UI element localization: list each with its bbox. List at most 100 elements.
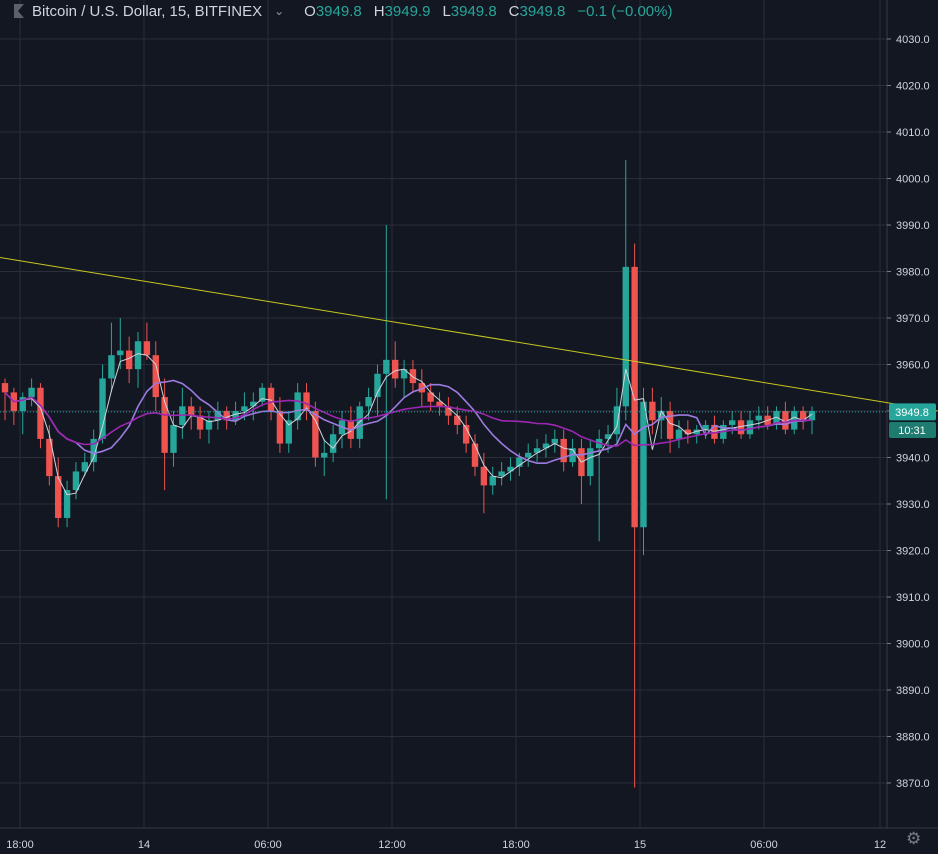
ohlc-high: H3949.9: [374, 3, 431, 20]
change-value: −0.1 (−0.00%): [577, 2, 673, 20]
low-value: 3949.8: [450, 2, 497, 20]
candle-body: [365, 397, 372, 407]
candle-body: [152, 355, 159, 398]
candle-body: [782, 411, 789, 430]
candle-body: [329, 434, 337, 453]
candle-body: [125, 350, 133, 370]
candle-body: [19, 397, 26, 411]
candle-body: [471, 443, 479, 467]
candle-body: [409, 369, 417, 384]
candle-body: [613, 406, 621, 435]
candle-body: [223, 411, 230, 421]
candle-body: [392, 359, 399, 379]
candle-body: [507, 466, 514, 472]
candle-body: [684, 429, 692, 435]
candle-body: [108, 355, 115, 379]
trendline[interactable]: [0, 257, 938, 412]
countdown-label-box: [889, 422, 936, 438]
candle-body: [755, 415, 762, 421]
candle-body: [525, 452, 532, 458]
candle-body: [90, 438, 97, 463]
candle-body: [188, 406, 195, 416]
candle-body: [746, 420, 754, 435]
high-key: H: [373, 2, 385, 20]
chevron-down-icon[interactable]: ⌄: [274, 4, 285, 18]
candle-body: [55, 476, 62, 518]
x-tick-label: 14: [138, 839, 150, 851]
last-price-label: 3949.8: [895, 407, 929, 419]
y-tick-label: 3890.0: [896, 685, 930, 697]
grid: [0, 0, 887, 828]
symbol-title[interactable]: Bitcoin / U.S. Dollar, 15, BITFINEX: [32, 2, 263, 20]
y-tick-label: 3900.0: [896, 639, 930, 651]
flag-icon[interactable]: [14, 4, 24, 18]
ohlc-close: C3949.8: [509, 3, 566, 20]
candle-body: [232, 411, 239, 421]
candle-body: [28, 387, 35, 398]
candle-body: [808, 411, 816, 421]
candle-body: [693, 429, 700, 435]
y-tick-label: 3920.0: [896, 546, 930, 558]
candle-body: [1, 383, 9, 393]
candle-body: [214, 411, 222, 421]
x-tick-label: 12: [874, 839, 886, 851]
candle-body: [436, 401, 443, 407]
countdown-label: 10:31: [898, 425, 926, 437]
candle-body: [267, 387, 275, 411]
candle-body: [258, 387, 266, 402]
candle-body: [321, 452, 328, 458]
candle-body: [728, 420, 736, 425]
last-price-marker: 3949.8 10:31: [889, 403, 936, 438]
gear-icon[interactable]: ⚙: [906, 829, 922, 848]
candle-body: [303, 392, 310, 411]
candle-body: [294, 392, 301, 421]
candle-body: [649, 401, 656, 421]
candle-body: [675, 429, 683, 439]
open-key: O: [304, 2, 316, 20]
y-tick-label: 3960.0: [896, 360, 930, 372]
symbol-legend: Bitcoin / U.S. Dollar, 15, BITFINEX ⌄ O3…: [0, 0, 672, 22]
candle-body: [658, 411, 665, 421]
ohlc-open: O3949.8: [304, 3, 362, 20]
candle-body: [427, 392, 434, 402]
x-tick-label: 12:00: [378, 839, 406, 851]
candle-body: [134, 341, 142, 370]
x-tick-label: 18:00: [6, 839, 34, 851]
open-value: 3949.8: [315, 2, 362, 20]
candle-body: [489, 476, 496, 486]
price-axis[interactable]: 4030.0 4020.0 4010.0 4000.0 3990.0 3980.0 3970…: [887, 34, 930, 790]
candle-body: [799, 411, 807, 421]
candle-body: [560, 438, 567, 463]
candle-body: [533, 448, 541, 453]
last-price-label-box: [889, 403, 936, 421]
candle-body: [356, 406, 363, 439]
y-tick-label: 3910.0: [896, 592, 930, 604]
x-tick-label: 06:00: [254, 839, 282, 851]
candle-body: [542, 443, 550, 449]
time-axis[interactable]: 18:00 14 06:00 12:00 18:00 15 06:00 12: [6, 839, 886, 851]
candle-body: [631, 266, 638, 528]
candle-body: [99, 378, 106, 439]
candle-body: [498, 471, 505, 477]
y-tick-label: 3990.0: [896, 220, 930, 232]
candle-body: [285, 420, 292, 444]
candle-body: [241, 406, 248, 411]
y-tick-label: 3870.0: [896, 778, 930, 790]
y-tick-label: 4010.0: [896, 127, 930, 139]
x-tick-label: 18:00: [502, 839, 530, 851]
ma-slow-line: [4, 391, 813, 447]
candle-body: [46, 438, 53, 477]
candle-body: [400, 369, 408, 379]
candle-body: [587, 448, 594, 477]
candle-body: [666, 411, 674, 439]
candle-body: [711, 424, 718, 439]
candle-body: [170, 424, 177, 453]
candle-body: [196, 415, 204, 430]
y-tick-label: 4020.0: [896, 81, 930, 93]
candle-body: [462, 424, 470, 444]
candle-body: [480, 466, 488, 486]
candle-body: [250, 401, 257, 407]
candle-body: [383, 359, 390, 374]
candle-body: [205, 420, 213, 430]
